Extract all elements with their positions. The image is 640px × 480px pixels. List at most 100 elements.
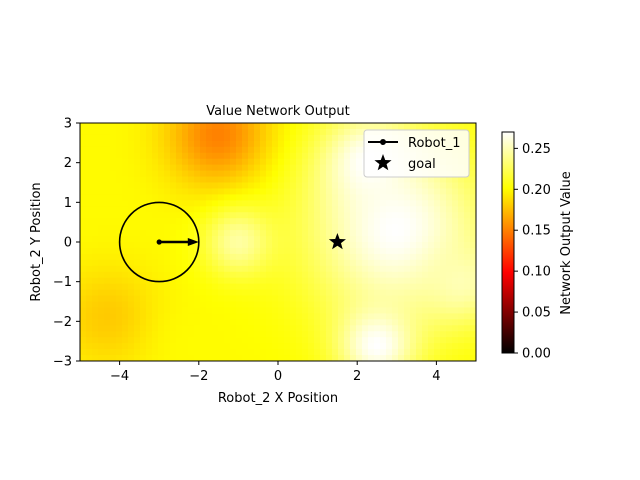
heatmap-cell xyxy=(176,152,183,160)
heatmap-cell xyxy=(422,123,429,130)
heatmap-cell xyxy=(326,182,333,190)
heatmap-cell xyxy=(272,134,279,142)
heatmap-cell xyxy=(428,313,435,320)
heatmap-cell xyxy=(272,176,279,184)
heatmap-cell xyxy=(158,301,165,309)
heatmap-cell xyxy=(338,259,345,267)
heatmap-cell xyxy=(98,128,105,136)
heatmap-cell xyxy=(212,146,219,154)
heatmap-cell xyxy=(458,325,465,332)
heatmap-cell xyxy=(392,325,399,332)
heatmap-cell xyxy=(374,224,381,231)
heatmap-cell xyxy=(230,349,237,356)
heatmap-cell xyxy=(416,247,423,255)
heatmap-cell xyxy=(440,337,447,344)
heatmap-cell xyxy=(242,355,249,361)
heatmap-cell xyxy=(326,277,333,285)
heatmap-cell xyxy=(368,337,375,344)
heatmap-cell xyxy=(140,212,147,219)
heatmap-cell xyxy=(188,253,195,261)
heatmap-cell xyxy=(398,301,405,309)
heatmap-cell xyxy=(128,200,135,207)
heatmap-cell xyxy=(206,123,213,130)
heatmap-cell xyxy=(194,188,201,195)
heatmap-cell xyxy=(164,224,171,231)
heatmap-cell xyxy=(134,224,141,231)
heatmap-cell xyxy=(398,307,405,314)
heatmap-cell xyxy=(338,289,345,297)
heatmap-cell xyxy=(428,182,435,190)
heatmap-cell xyxy=(170,337,177,344)
heatmap-cell xyxy=(284,242,291,249)
heatmap-cell xyxy=(410,331,417,338)
heatmap-cell xyxy=(302,265,309,273)
heatmap-cell xyxy=(296,319,303,326)
heatmap-cell xyxy=(104,337,111,344)
heatmap-cell xyxy=(110,128,117,136)
heatmap-cell xyxy=(446,295,453,303)
heatmap-cell xyxy=(458,301,465,309)
heatmap-cell xyxy=(236,128,243,136)
heatmap-cell xyxy=(332,265,339,273)
heatmap-cell xyxy=(128,319,135,326)
heatmap-cell xyxy=(86,301,93,309)
heatmap-cell xyxy=(422,307,429,314)
heatmap-cell xyxy=(452,242,459,249)
colorbar-ticks: 0.000.050.100.150.200.25 xyxy=(514,142,551,362)
heatmap-cell xyxy=(170,212,177,219)
heatmap-cell xyxy=(398,295,405,303)
heatmap-cell xyxy=(248,253,255,261)
heatmap-cell xyxy=(176,200,183,207)
heatmap-cell xyxy=(260,236,267,243)
heatmap-cell xyxy=(356,194,363,201)
heatmap-cell xyxy=(428,325,435,332)
heatmap-cell xyxy=(206,170,213,178)
heatmap-cell xyxy=(452,224,459,231)
heatmap-cell xyxy=(284,289,291,297)
heatmap-cell xyxy=(242,337,249,344)
heatmap-cell xyxy=(182,253,189,261)
heatmap-cell xyxy=(350,230,357,237)
heatmap-cell xyxy=(230,295,237,303)
heatmap-cell xyxy=(206,128,213,136)
heatmap-cell xyxy=(116,247,123,255)
heatmap-cell xyxy=(146,325,153,332)
heatmap-cell xyxy=(374,194,381,201)
heatmap-cell xyxy=(260,230,267,237)
heatmap-cell xyxy=(278,301,285,309)
heatmap-cell xyxy=(416,277,423,285)
heatmap-cell xyxy=(314,242,321,249)
heatmap-cell xyxy=(302,182,309,190)
heatmap-cell xyxy=(188,158,195,166)
heatmap-cell xyxy=(356,307,363,314)
heatmap-cell xyxy=(194,182,201,190)
heatmap-cell xyxy=(260,152,267,160)
heatmap-cell xyxy=(362,319,369,326)
heatmap-cell xyxy=(224,140,231,148)
heatmap-cell xyxy=(470,224,476,231)
heatmap-cell xyxy=(86,265,93,273)
heatmap-cell xyxy=(92,146,99,154)
heatmap-cell xyxy=(314,176,321,184)
heatmap-cell xyxy=(458,236,465,243)
heatmap-cell xyxy=(374,123,381,130)
heatmap-cell xyxy=(284,247,291,255)
heatmap-cell xyxy=(200,343,207,350)
heatmap-cell xyxy=(350,343,357,350)
heatmap-cell xyxy=(92,182,99,190)
heatmap-cell xyxy=(308,355,315,361)
heatmap-cell xyxy=(416,301,423,309)
heatmap-cell xyxy=(176,253,183,261)
heatmap-cell xyxy=(98,343,105,350)
heatmap-cell xyxy=(122,247,129,255)
heatmap-cell xyxy=(134,164,141,172)
heatmap-cell xyxy=(254,146,261,154)
heatmap-cell xyxy=(326,146,333,154)
heatmap-cell xyxy=(152,247,159,255)
heatmap-cell xyxy=(284,128,291,136)
heatmap-cell xyxy=(416,355,423,361)
heatmap-cell xyxy=(440,236,447,243)
heatmap-cell xyxy=(344,146,351,154)
heatmap-cell xyxy=(98,307,105,314)
heatmap-cell xyxy=(404,343,411,350)
